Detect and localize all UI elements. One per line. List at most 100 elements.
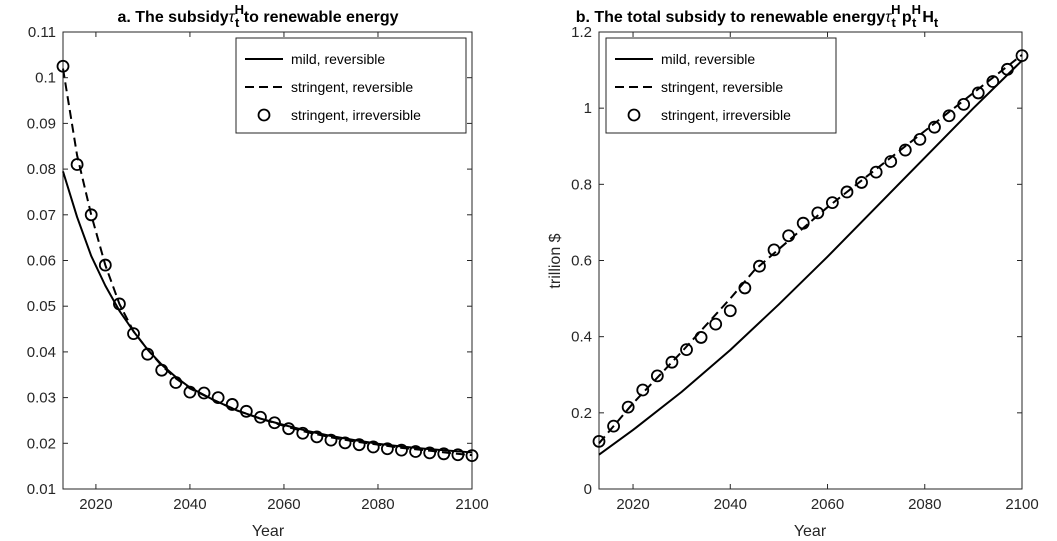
data-point	[709, 317, 723, 331]
data-point	[225, 398, 239, 411]
x-tick-label: 2040	[714, 496, 747, 513]
data-point	[254, 410, 267, 424]
y-tick-label: 0.04	[27, 344, 56, 361]
data-point	[324, 433, 338, 447]
data-point	[282, 422, 296, 436]
y-tick-label: 0.11	[28, 24, 56, 41]
data-point	[898, 143, 912, 157]
data-point	[141, 347, 155, 361]
chart-b-legend: mild, reversible stringent, reversible s…	[605, 37, 837, 134]
chart-b-title: b. The total subsidy to renewable energy…	[576, 2, 939, 30]
y-tick-label: 0.6	[571, 253, 592, 270]
y-tick-label: 0.1	[35, 70, 56, 87]
data-point	[1001, 62, 1014, 76]
chart-b-legend-stringent-rev: stringent, reversible	[661, 79, 783, 95]
data-point	[811, 206, 825, 220]
data-point	[465, 449, 479, 463]
data-point	[451, 448, 465, 462]
chart-b-legend-box	[605, 37, 837, 134]
chart-b-axes: 2020 2040 2060 2080 2100 0 0.2 0.4 0.6 0.8 1 1.2	[571, 24, 1039, 513]
y-tick-label: 0.4	[571, 329, 592, 346]
data-point	[782, 229, 796, 243]
data-point	[767, 243, 781, 257]
x-tick-label: 2100	[455, 496, 488, 513]
chart-a-legend-box	[235, 37, 467, 134]
y-tick-label: 0.06	[27, 253, 56, 270]
data-point	[84, 208, 98, 222]
y-tick-label: 0.07	[27, 207, 56, 224]
data-point	[884, 155, 898, 168]
data-point	[296, 426, 310, 440]
chart-a-legend-irrev-marker	[257, 108, 271, 122]
chart-a-legend: mild, reversible stringent, reversible s…	[235, 37, 467, 134]
data-point	[928, 120, 941, 134]
data-point	[338, 436, 352, 450]
data-point	[310, 430, 324, 444]
x-tick-label: 2060	[811, 496, 844, 513]
data-point	[211, 391, 225, 405]
data-point	[56, 59, 70, 73]
data-point	[380, 442, 394, 456]
y-tick-label: 0.02	[27, 435, 56, 452]
data-point	[395, 443, 408, 457]
data-point	[723, 304, 737, 318]
data-point	[869, 165, 883, 179]
data-point	[825, 196, 839, 210]
chart-a-legend-mild: mild, reversible	[291, 51, 385, 67]
data-point	[366, 440, 380, 454]
x-tick-label: 2060	[267, 496, 300, 513]
data-point	[665, 355, 679, 369]
chart-b-ylabel: trillion $	[547, 233, 564, 288]
y-tick-label: 0.05	[27, 298, 56, 315]
chart-b-series	[592, 49, 1029, 456]
data-point	[268, 416, 281, 430]
data-point	[913, 132, 927, 146]
chart-b-legend-mild: mild, reversible	[661, 51, 755, 67]
y-tick-label: 0.2	[571, 405, 592, 422]
y-tick-label: 0.03	[27, 390, 56, 407]
data-point	[127, 327, 140, 341]
data-point	[621, 400, 635, 414]
data-point	[197, 386, 211, 400]
chart-b-xlabel: Year	[794, 523, 827, 540]
data-point	[738, 281, 752, 295]
data-point	[70, 158, 84, 171]
x-tick-label: 2080	[908, 496, 941, 513]
data-point	[437, 447, 451, 461]
data-point	[840, 185, 854, 199]
chart-a-series	[56, 59, 479, 463]
chart-panel-a: a. The subsidyτH t to renewable energy 20…	[27, 2, 489, 540]
data-point	[650, 369, 664, 383]
chart-a-legend-stringent-rev: stringent, reversible	[291, 79, 413, 95]
data-point	[855, 176, 868, 189]
series-line-mild-reversible	[598, 59, 1023, 456]
y-tick-label: 1	[584, 100, 592, 117]
data-point	[155, 363, 169, 377]
data-point	[636, 383, 650, 397]
data-point	[986, 75, 1000, 88]
data-point	[942, 109, 956, 123]
chart-panel-b: b. The total subsidy to renewable energy…	[547, 2, 1039, 540]
x-tick-label: 2040	[173, 496, 206, 513]
data-point	[409, 445, 422, 458]
data-point	[98, 258, 112, 272]
data-point	[796, 216, 810, 230]
y-tick-label: 0.01	[27, 481, 56, 498]
chart-a-xlabel: Year	[252, 523, 285, 540]
data-point	[423, 446, 437, 460]
x-tick-label: 2020	[79, 496, 112, 513]
data-point	[957, 97, 971, 111]
chart-b-legend-stringent-irrev: stringent, irreversible	[661, 107, 791, 123]
x-tick-label: 2020	[616, 496, 649, 513]
data-point	[971, 86, 985, 100]
data-point	[1015, 49, 1029, 63]
x-tick-label: 2100	[1005, 496, 1038, 513]
data-point	[694, 331, 708, 344]
chart-a-legend-stringent-irrev: stringent, irreversible	[291, 107, 421, 123]
chart-b-legend-irrev-marker	[627, 108, 641, 122]
y-tick-label: 1.2	[571, 24, 592, 41]
data-point	[239, 404, 253, 418]
series-line-stringent-reversible	[598, 54, 1023, 444]
data-point	[753, 259, 766, 273]
